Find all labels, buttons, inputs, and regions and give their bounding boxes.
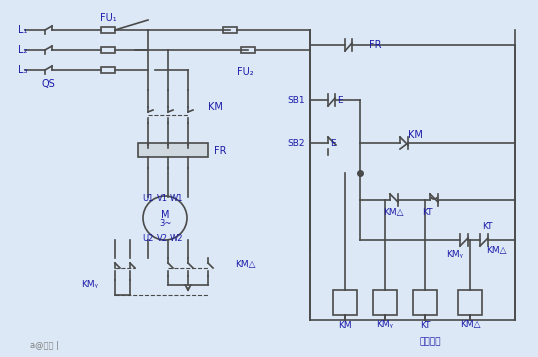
Text: KMᵧ: KMᵧ (447, 250, 464, 258)
Text: V1: V1 (157, 193, 167, 202)
Text: FU₁: FU₁ (100, 13, 116, 23)
Text: KM: KM (408, 130, 422, 140)
Bar (458, 290, 482, 315)
Text: KMᵧ: KMᵧ (81, 281, 98, 290)
Text: L₁: L₁ (18, 25, 27, 35)
Text: E: E (330, 139, 336, 147)
Text: KM△: KM△ (460, 321, 480, 330)
Bar (241, 47, 255, 53)
Text: KM△: KM△ (486, 246, 506, 255)
Text: KT: KT (420, 321, 430, 330)
Text: M: M (161, 210, 169, 220)
Bar (223, 27, 237, 33)
Bar (101, 27, 115, 33)
Text: V2: V2 (157, 233, 167, 242)
Text: FR: FR (214, 146, 226, 156)
Bar (138, 143, 208, 157)
Bar (333, 290, 357, 315)
Text: FR: FR (369, 40, 381, 50)
Text: L₂: L₂ (18, 45, 27, 55)
Text: SB1: SB1 (287, 96, 305, 105)
Text: SB2: SB2 (287, 139, 305, 147)
Text: KM: KM (338, 321, 352, 330)
Text: a@微吧 |: a@微吧 | (30, 341, 59, 350)
Bar (413, 290, 437, 315)
Text: KT: KT (482, 221, 492, 231)
Text: FU₂: FU₂ (237, 67, 253, 77)
Text: W1: W1 (169, 193, 183, 202)
Text: QS: QS (41, 79, 55, 89)
Text: 3~: 3~ (159, 218, 171, 227)
Text: KMᵧ: KMᵧ (377, 321, 393, 330)
Text: U1: U1 (143, 193, 154, 202)
Text: E: E (337, 96, 343, 105)
Text: KT: KT (422, 207, 432, 216)
Text: W2: W2 (169, 233, 183, 242)
Text: U2: U2 (143, 233, 154, 242)
Bar (101, 67, 115, 73)
Bar (373, 290, 397, 315)
Text: KM: KM (208, 102, 222, 112)
Text: KM△: KM△ (383, 207, 404, 216)
Text: 电工之家: 电工之家 (419, 337, 441, 347)
Bar (101, 47, 115, 53)
Text: KM△: KM△ (235, 260, 255, 268)
Text: L₃: L₃ (18, 65, 27, 75)
